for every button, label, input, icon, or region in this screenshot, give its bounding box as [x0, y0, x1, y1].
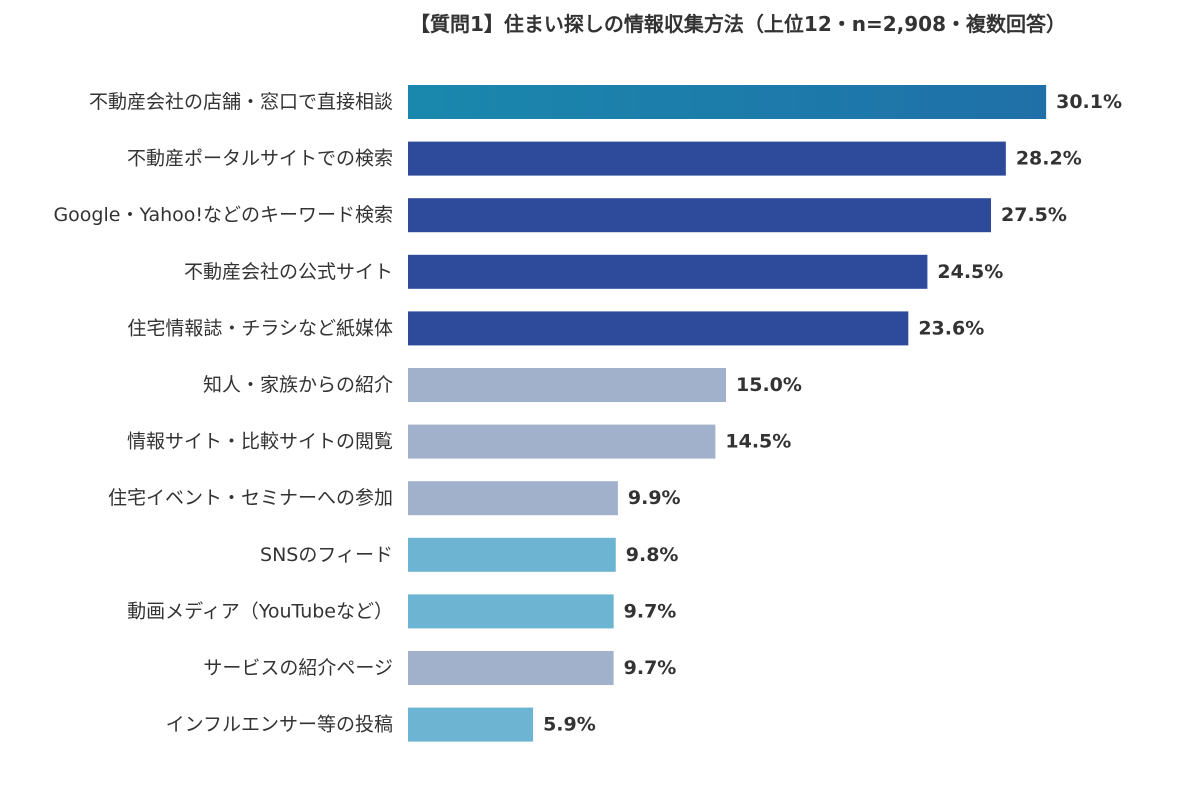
bar-row: 住宅情報誌・チラシなど紙媒体 23.6%: [127, 311, 984, 346]
bar: [408, 198, 991, 233]
value-label: 5.9%: [543, 714, 596, 736]
bars-group: 不動産会社の店舗・窓口で直接相談 30.1% 不動産ポータルサイトでの検索 28.2%…: [53, 85, 1122, 742]
value-label: 9.9%: [628, 487, 681, 509]
bar-row: SNSのフィード 9.8%: [260, 537, 679, 572]
chart-title: 【質問1】住まい探しの情報収集方法（上位12・n=2,908・複数回答）: [410, 12, 1067, 36]
bar: [408, 368, 726, 402]
value-label: 14.5%: [725, 431, 791, 453]
bar-row: 住宅イベント・セミナーへの参加 9.9%: [108, 481, 681, 516]
category-label: 動画メディア（YouTubeなど）: [127, 600, 393, 622]
value-label: 9.7%: [624, 657, 677, 679]
value-label: 28.2%: [1016, 148, 1082, 170]
bar-row: サービスの紹介ページ 9.7%: [203, 651, 676, 685]
category-label: 住宅情報誌・チラシなど紙媒体: [127, 317, 393, 339]
value-label: 30.1%: [1056, 91, 1122, 113]
category-label: 情報サイト・比較サイトの閲覧: [127, 431, 393, 453]
value-label: 9.8%: [626, 544, 679, 566]
bar: [408, 481, 618, 516]
bar: [408, 311, 909, 346]
bar-row: 不動産ポータルサイトでの検索 28.2%: [127, 141, 1082, 176]
category-label: Google・Yahoo!などのキーワード検索: [53, 204, 393, 226]
category-label: 知人・家族からの紹介: [203, 374, 393, 396]
bar: [408, 594, 614, 629]
bar: [408, 254, 928, 289]
bar: [408, 424, 716, 459]
value-label: 24.5%: [937, 261, 1003, 283]
bar-row: Google・Yahoo!などのキーワード検索 27.5%: [53, 198, 1067, 233]
bar-row: 動画メディア（YouTubeなど） 9.7%: [127, 594, 677, 629]
bar: [408, 707, 534, 742]
category-label: SNSのフィード: [260, 544, 393, 566]
value-label: 23.6%: [918, 317, 984, 339]
bar-row: 不動産会社の公式サイト 24.5%: [184, 254, 1003, 289]
value-label: 15.0%: [736, 374, 802, 396]
bar: [408, 537, 616, 572]
value-label: 27.5%: [1001, 204, 1067, 226]
bar: [408, 85, 1047, 119]
bar: [408, 141, 1006, 176]
value-label: 9.7%: [624, 600, 677, 622]
category-label: 不動産会社の公式サイト: [184, 261, 393, 283]
bar-row: 情報サイト・比較サイトの閲覧 14.5%: [127, 424, 791, 459]
bar: [408, 651, 614, 685]
category-label: 不動産ポータルサイトでの検索: [127, 148, 393, 170]
category-label: サービスの紹介ページ: [203, 657, 393, 679]
category-label: 住宅イベント・セミナーへの参加: [108, 487, 393, 509]
bar-row: インフルエンサー等の投稿 5.9%: [166, 707, 596, 742]
category-label: インフルエンサー等の投稿: [166, 714, 393, 736]
category-label: 不動産会社の店舗・窓口で直接相談: [89, 91, 393, 113]
bar-row: 知人・家族からの紹介 15.0%: [203, 368, 802, 402]
bar-row: 不動産会社の店舗・窓口で直接相談 30.1%: [89, 85, 1122, 119]
